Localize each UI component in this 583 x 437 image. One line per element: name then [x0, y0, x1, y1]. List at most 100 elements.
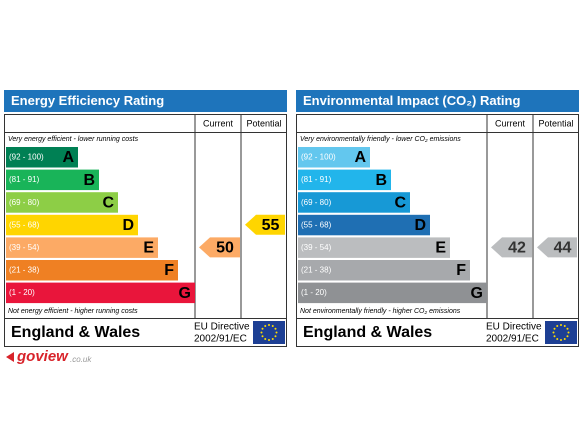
band-range: (55 - 68) — [9, 220, 40, 229]
eu-star — [563, 325, 566, 328]
footer-directive-code: 2002/91/EC — [486, 334, 539, 345]
band-letter: D — [122, 217, 134, 234]
band-range: (39 - 54) — [301, 243, 332, 252]
band-letter: F — [456, 262, 466, 279]
eu-star — [275, 331, 278, 334]
band-range: (1 - 20) — [301, 288, 327, 297]
bottom-note: Not energy efficient - higher running co… — [8, 308, 138, 315]
top-note: Very environmentally friendly - lower CO… — [300, 136, 461, 143]
rating-band — [6, 169, 99, 191]
band-range: (21 - 38) — [301, 266, 332, 275]
eu-star — [271, 325, 274, 328]
panel-frame — [296, 114, 579, 347]
rating-band — [6, 260, 178, 281]
band-range: (69 - 80) — [301, 198, 332, 207]
eu-star — [261, 335, 264, 338]
band-range: (69 - 80) — [9, 198, 40, 207]
eu-star — [274, 335, 277, 338]
current-arrow — [491, 237, 532, 258]
current-value: 42 — [508, 240, 526, 257]
eu-star — [274, 327, 277, 330]
potential-arrow — [537, 237, 577, 258]
panel-title: Environmental Impact (CO₂) Rating — [303, 93, 520, 108]
band-range: (1 - 20) — [9, 288, 35, 297]
potential-header: Potential — [246, 118, 281, 128]
band-letter: D — [414, 217, 426, 234]
band-letter: A — [62, 149, 74, 166]
logo-name: goview — [16, 348, 69, 365]
rating-band — [298, 192, 410, 213]
eu-flag — [545, 321, 577, 344]
band-letter: G — [179, 285, 191, 302]
logo-mark — [6, 352, 14, 362]
current-header: Current — [203, 118, 234, 128]
rating-band — [6, 282, 195, 304]
band-range: (39 - 54) — [9, 243, 40, 252]
potential-header: Potential — [538, 118, 573, 128]
eu-star — [552, 331, 555, 334]
band-range: (92 - 100) — [9, 153, 44, 162]
band-letter: C — [102, 194, 114, 211]
title-bar — [4, 90, 287, 112]
panel-title: Energy Efficiency Rating — [11, 93, 164, 108]
footer-directive-code: 2002/91/EC — [194, 334, 247, 345]
logo: goview .co.uk — [6, 348, 92, 365]
rating-band — [298, 214, 430, 236]
eu-star — [268, 339, 270, 341]
title-bar — [296, 90, 579, 112]
footer-directive: EU Directive — [194, 322, 250, 333]
logo-domain: .co.uk — [70, 355, 92, 364]
bottom-note: Not environmentally friendly - higher CO… — [300, 308, 461, 315]
rating-panel: Environmental Impact (CO₂) Rating Current… — [296, 90, 579, 347]
current-arrow — [199, 237, 240, 258]
rating-band — [298, 260, 470, 281]
footer-country: England & Wales — [303, 324, 432, 341]
eu-star — [556, 337, 559, 340]
potential-value: 55 — [262, 217, 280, 234]
band-range: (81 - 91) — [301, 175, 332, 184]
eu-star — [560, 324, 562, 326]
current-header: Current — [495, 118, 526, 128]
eu-star — [264, 337, 267, 340]
band-letter: E — [435, 240, 446, 257]
band-letter: G — [471, 285, 483, 302]
eu-star — [566, 335, 569, 338]
eu-flag — [253, 321, 285, 344]
rating-band — [6, 237, 158, 258]
eu-star — [260, 331, 263, 334]
rating-band — [6, 192, 118, 213]
rating-band — [298, 282, 487, 304]
eu-star — [264, 325, 267, 328]
eu-star — [553, 335, 556, 338]
footer-directive: EU Directive — [486, 322, 542, 333]
top-note: Very energy efficient - lower running co… — [8, 136, 139, 143]
band-letter: E — [143, 240, 154, 257]
footer-country: England & Wales — [11, 324, 140, 341]
rating-panel: Energy Efficiency Rating Current Potential… — [4, 90, 287, 347]
eu-star — [268, 324, 270, 326]
band-letter: B — [375, 172, 387, 189]
rating-band — [298, 169, 391, 191]
eu-star — [563, 337, 566, 340]
band-range: (21 - 38) — [9, 266, 40, 275]
eu-star — [556, 325, 559, 328]
potential-arrow — [245, 214, 285, 235]
current-value: 50 — [216, 240, 234, 257]
band-letter: C — [394, 194, 406, 211]
potential-value: 44 — [554, 240, 572, 257]
band-range: (55 - 68) — [301, 220, 332, 229]
eu-star — [261, 327, 264, 330]
eu-star — [560, 339, 562, 341]
band-range: (81 - 91) — [9, 175, 40, 184]
eu-star — [271, 337, 274, 340]
panel-frame — [4, 114, 287, 347]
rating-band — [298, 237, 450, 258]
band-range: (92 - 100) — [301, 153, 336, 162]
band-letter: F — [164, 262, 174, 279]
rating-band — [298, 147, 370, 168]
eu-star — [553, 327, 556, 330]
eu-star — [566, 327, 569, 330]
band-letter: B — [83, 172, 95, 189]
rating-band — [6, 147, 78, 168]
